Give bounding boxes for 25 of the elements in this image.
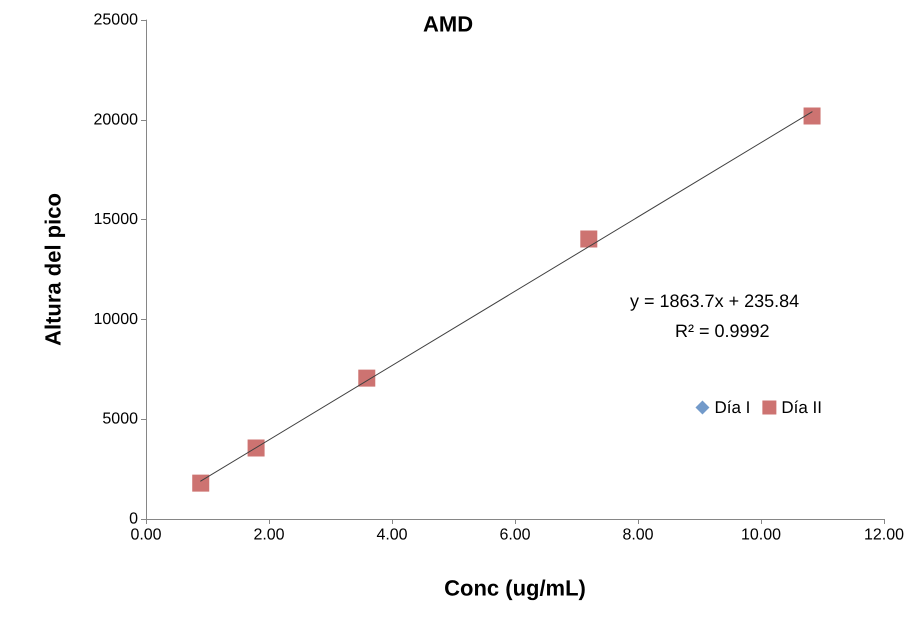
x-tick-label: 10.00 [740, 526, 782, 544]
y-tick-label: 5000 [102, 410, 138, 428]
y-tick-label: 25000 [94, 12, 138, 28]
x-tick-label: 2.00 [253, 526, 285, 544]
x-axis-title: Conc (ug/mL) [444, 576, 586, 600]
y-tick-label: 0 [129, 510, 138, 528]
y-tick-label: 20000 [94, 111, 138, 128]
x-tick-label: 4.00 [376, 526, 408, 544]
x-tick-label: 12.00 [864, 526, 904, 544]
annotation: y = 1863.7x + 235.84 [630, 291, 800, 311]
y-tick-label: 15000 [94, 211, 138, 228]
x-tick-label: 8.00 [622, 526, 654, 544]
annotation: R² = 0.9992 [675, 321, 770, 341]
point [358, 370, 376, 387]
point [580, 230, 598, 248]
point [192, 474, 210, 492]
y-tick-label: 10000 [94, 310, 138, 328]
legend-label: Día II [781, 398, 822, 417]
point [804, 108, 821, 125]
point [248, 439, 265, 456]
x-tick-label: 6.00 [499, 526, 531, 544]
chart-title: AMD [423, 12, 474, 36]
x-tick-label: 0.00 [130, 526, 162, 544]
legend-label: Día I [714, 398, 750, 417]
y-axis-title: Altura del pico [40, 193, 66, 346]
